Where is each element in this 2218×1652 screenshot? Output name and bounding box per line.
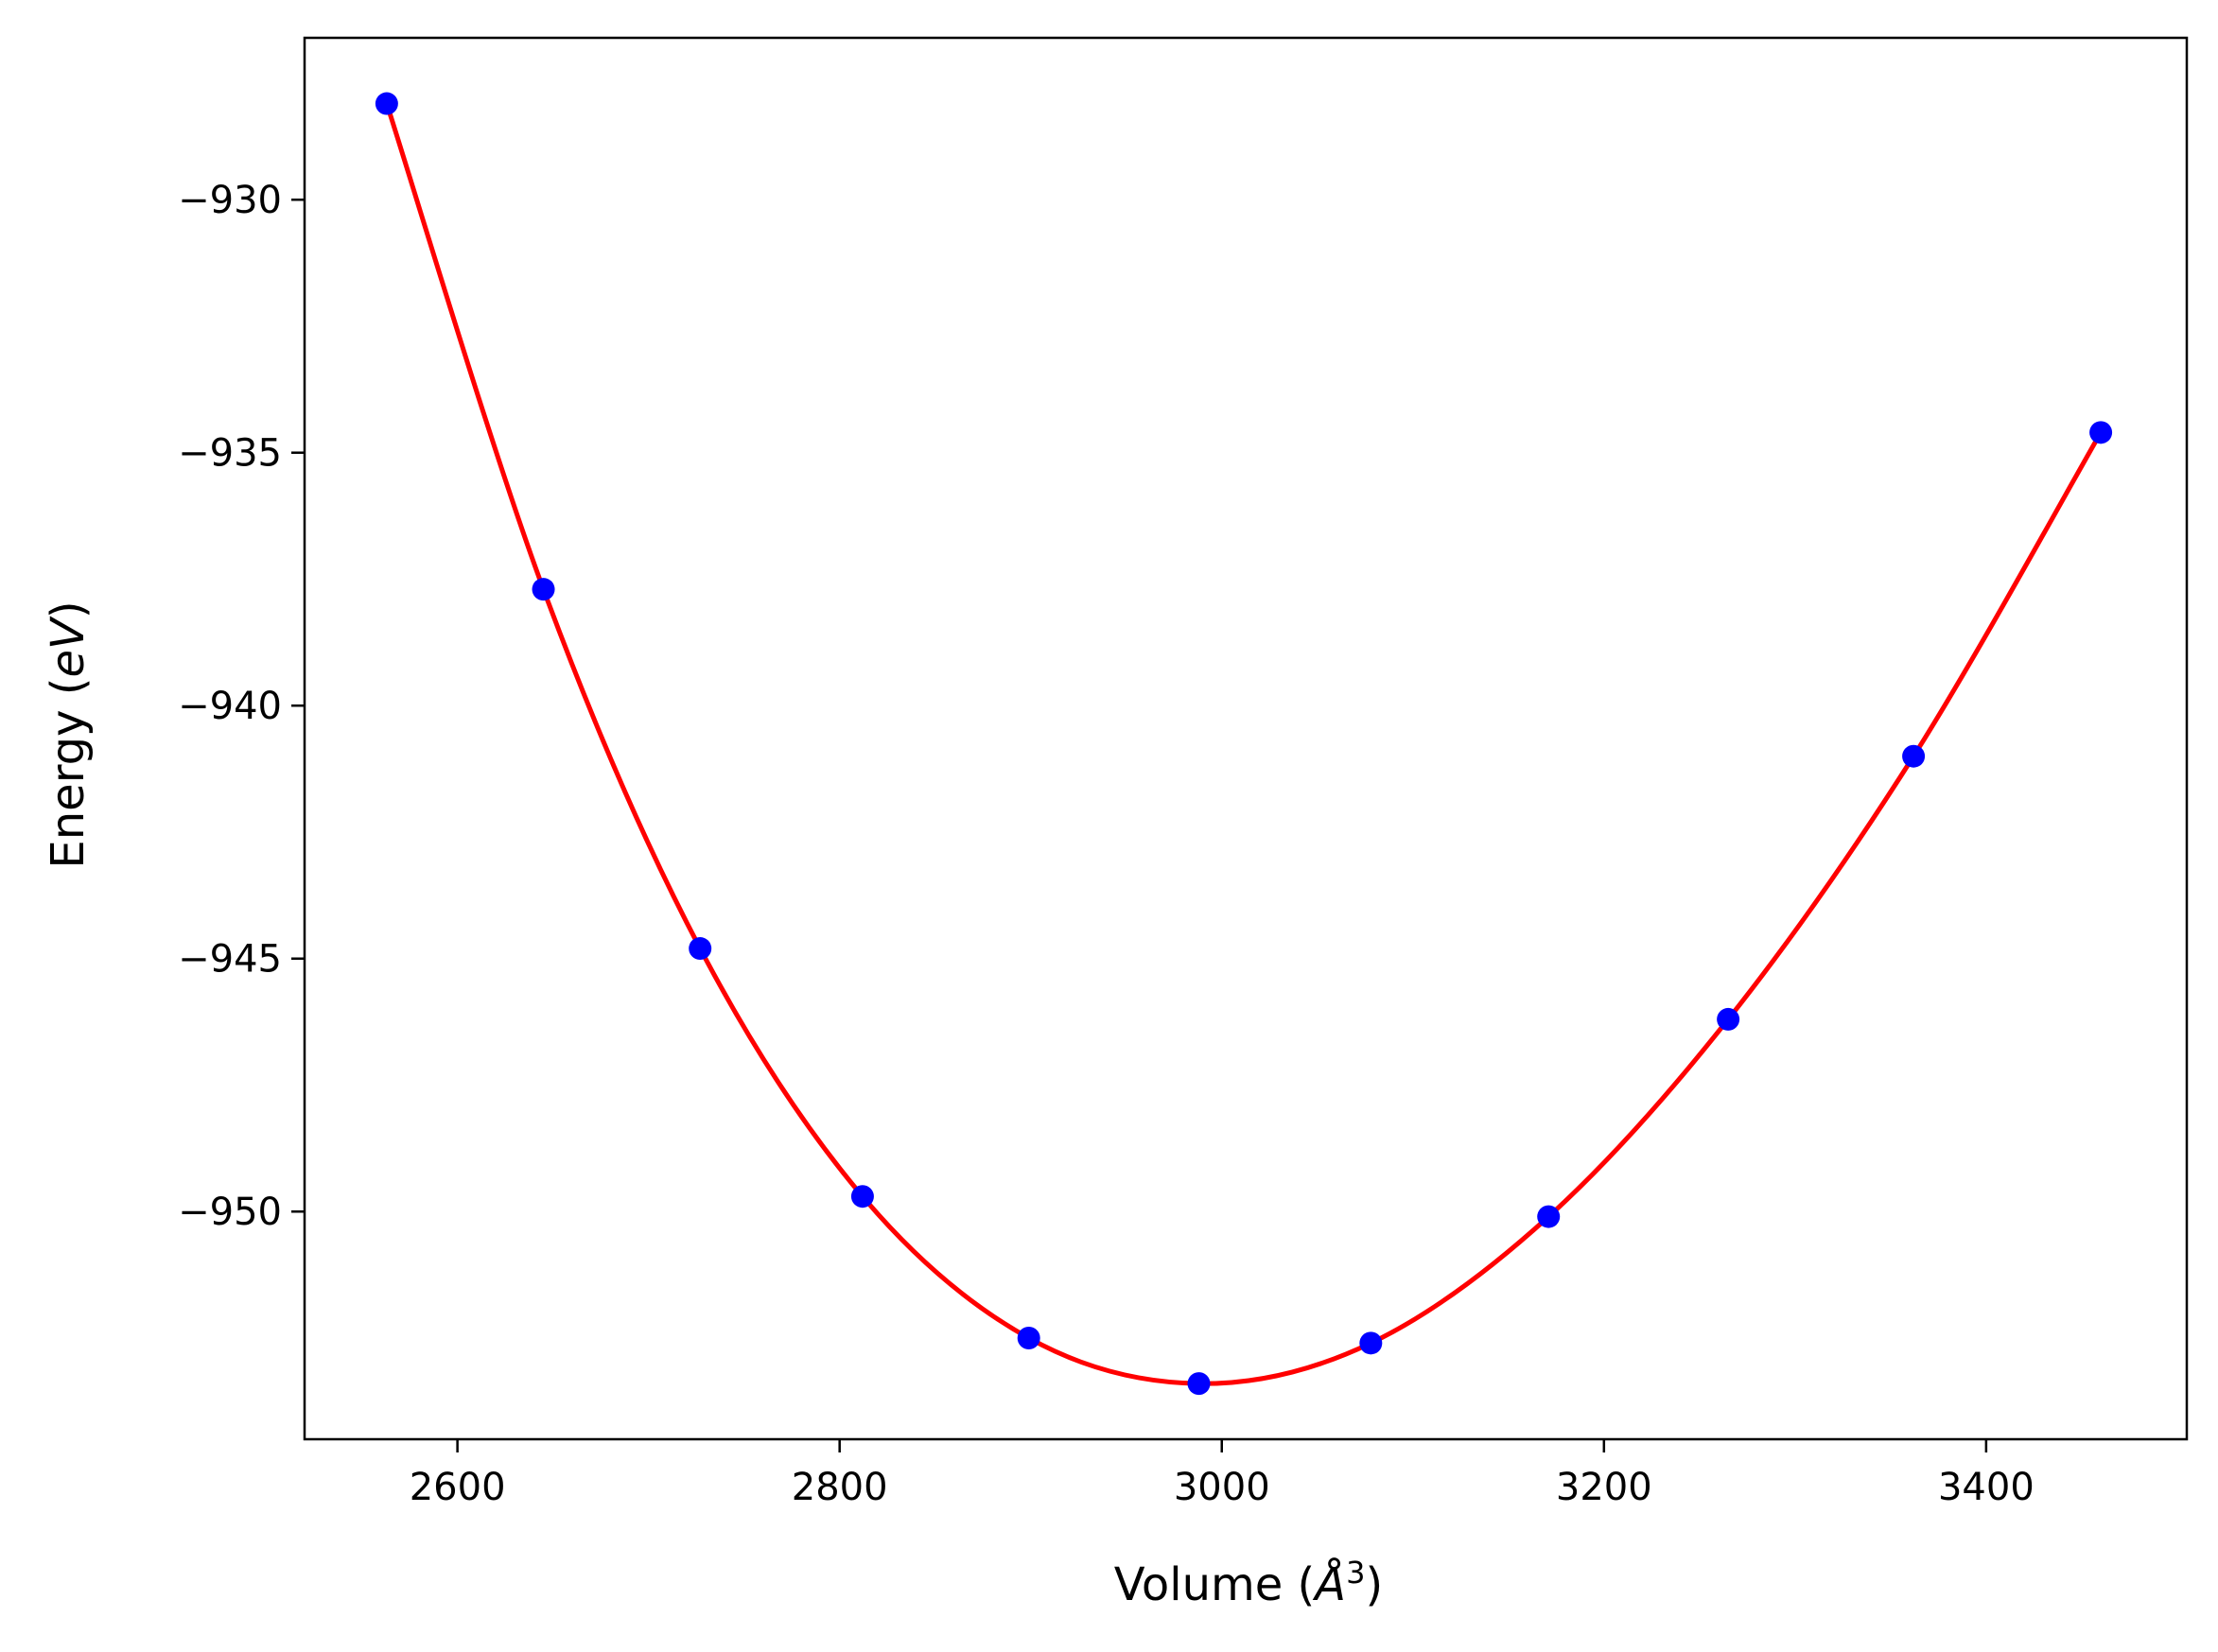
y-tick-label: −935 bbox=[178, 432, 282, 476]
y-tick-label: −950 bbox=[178, 1191, 282, 1234]
y-tick-label: −930 bbox=[178, 179, 282, 222]
data-point bbox=[850, 1185, 874, 1209]
x-tick-label: 3000 bbox=[1174, 1466, 1270, 1509]
plot-area bbox=[303, 36, 2189, 1441]
data-point bbox=[375, 92, 398, 115]
data-point bbox=[1902, 744, 1926, 768]
data-point bbox=[532, 578, 555, 601]
x-tick-label: 3200 bbox=[1556, 1466, 1652, 1509]
data-point bbox=[1537, 1205, 1561, 1228]
data-point bbox=[1359, 1331, 1383, 1355]
y-axis-ticks: −930 −935 −940 −945 −950 bbox=[178, 179, 305, 1234]
x-tick-label: 2600 bbox=[410, 1466, 506, 1509]
data-point bbox=[689, 937, 712, 961]
data-point bbox=[1187, 1372, 1211, 1396]
data-point bbox=[1017, 1326, 1040, 1349]
axes-frame bbox=[303, 36, 2189, 1441]
data-point bbox=[1717, 1007, 1740, 1031]
x-axis-label: Volume (Å3) bbox=[1114, 1555, 1383, 1611]
x-axis-ticks: 2600 2800 3000 3200 3400 bbox=[410, 1439, 2035, 1509]
data-points-layer bbox=[375, 92, 2113, 1396]
x-tick-label: 3400 bbox=[1938, 1466, 2035, 1509]
y-tick-label: −945 bbox=[178, 938, 282, 982]
x-tick-label: 2800 bbox=[792, 1466, 888, 1509]
data-point bbox=[2089, 421, 2113, 444]
y-axis-label: Energy (eV) bbox=[42, 600, 95, 868]
y-tick-label: −940 bbox=[178, 685, 282, 728]
fit-curve-line bbox=[384, 102, 2104, 1386]
fit-curve-layer bbox=[384, 102, 2104, 1386]
